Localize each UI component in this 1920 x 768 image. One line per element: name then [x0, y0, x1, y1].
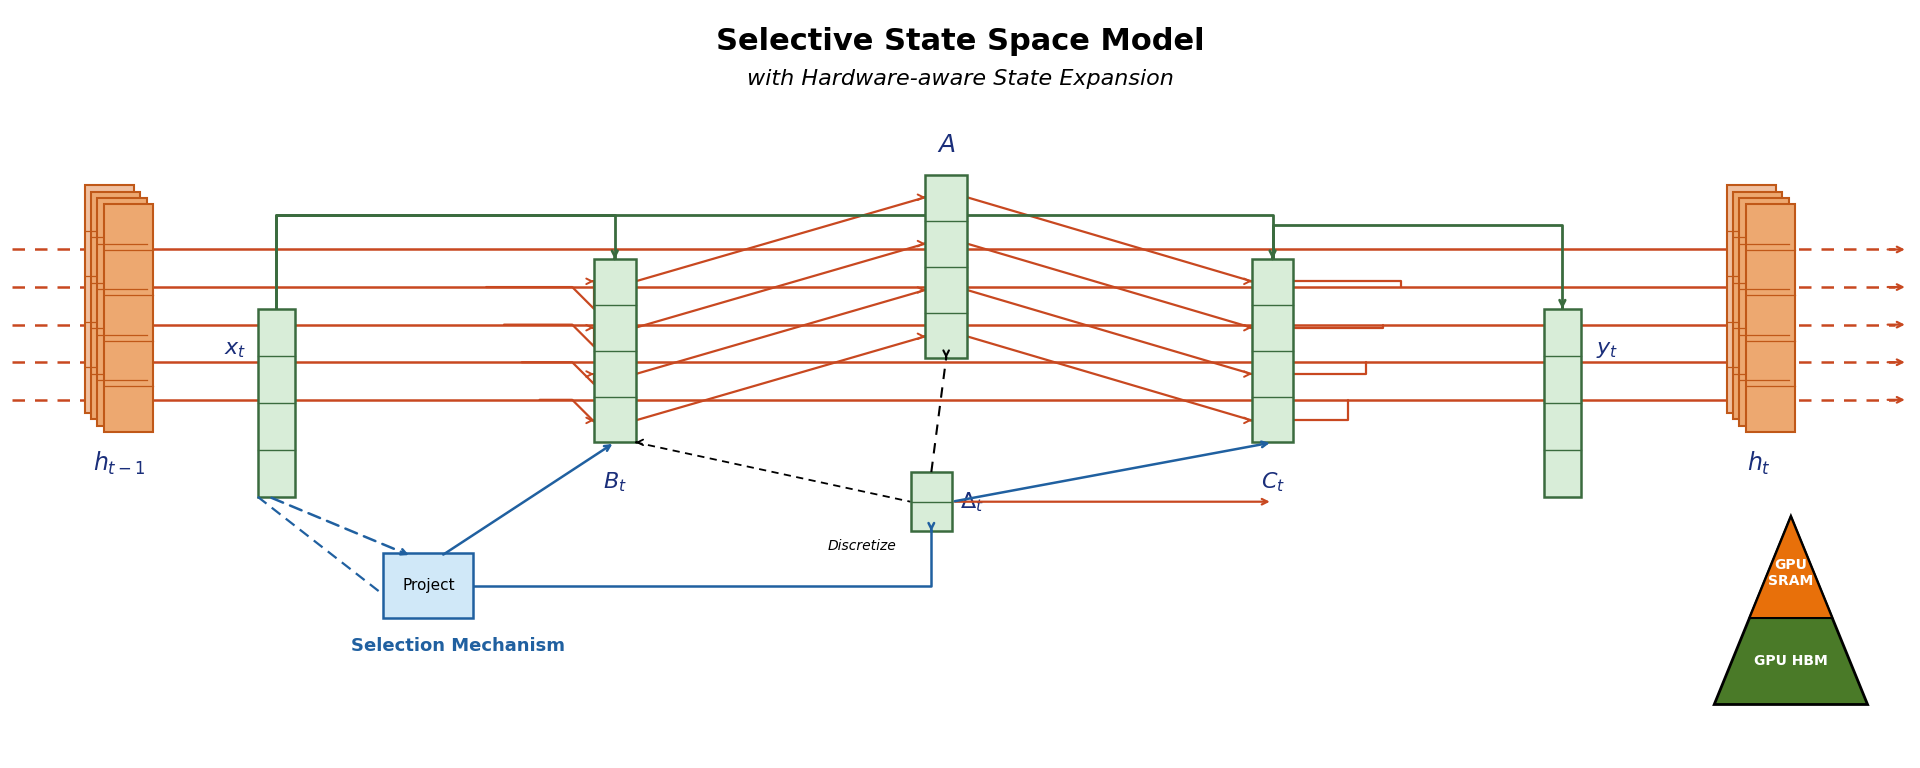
Text: $C_t$: $C_t$ [1261, 470, 1284, 494]
Text: $\Delta_t$: $\Delta_t$ [960, 490, 983, 514]
Text: GPU
SRAM: GPU SRAM [1768, 558, 1814, 588]
FancyBboxPatch shape [257, 309, 296, 497]
FancyBboxPatch shape [104, 204, 154, 432]
Text: $y_t$: $y_t$ [1596, 340, 1619, 360]
Text: $h_t$: $h_t$ [1747, 450, 1772, 478]
Text: Discretize: Discretize [828, 539, 897, 553]
Text: Selective State Space Model: Selective State Space Model [716, 27, 1204, 56]
Text: $h_{t-1}$: $h_{t-1}$ [92, 450, 146, 478]
FancyBboxPatch shape [90, 191, 140, 419]
FancyBboxPatch shape [925, 175, 968, 359]
Polygon shape [1715, 517, 1868, 704]
FancyBboxPatch shape [1734, 191, 1782, 419]
Text: $B_t$: $B_t$ [603, 470, 626, 494]
Text: Selection Mechanism: Selection Mechanism [351, 637, 564, 655]
FancyBboxPatch shape [910, 472, 952, 531]
FancyBboxPatch shape [1740, 198, 1789, 425]
Text: Project: Project [401, 578, 455, 594]
FancyBboxPatch shape [1544, 309, 1582, 497]
FancyBboxPatch shape [1726, 185, 1776, 412]
FancyBboxPatch shape [384, 553, 474, 618]
FancyBboxPatch shape [1745, 204, 1795, 432]
Text: $x_t$: $x_t$ [223, 340, 246, 360]
FancyBboxPatch shape [84, 185, 134, 412]
FancyBboxPatch shape [1252, 260, 1294, 442]
FancyBboxPatch shape [98, 198, 148, 425]
Text: $A$: $A$ [937, 134, 956, 157]
FancyBboxPatch shape [593, 260, 636, 442]
Text: with Hardware-aware State Expansion: with Hardware-aware State Expansion [747, 69, 1173, 89]
Polygon shape [1749, 517, 1832, 618]
Text: GPU HBM: GPU HBM [1755, 654, 1828, 668]
